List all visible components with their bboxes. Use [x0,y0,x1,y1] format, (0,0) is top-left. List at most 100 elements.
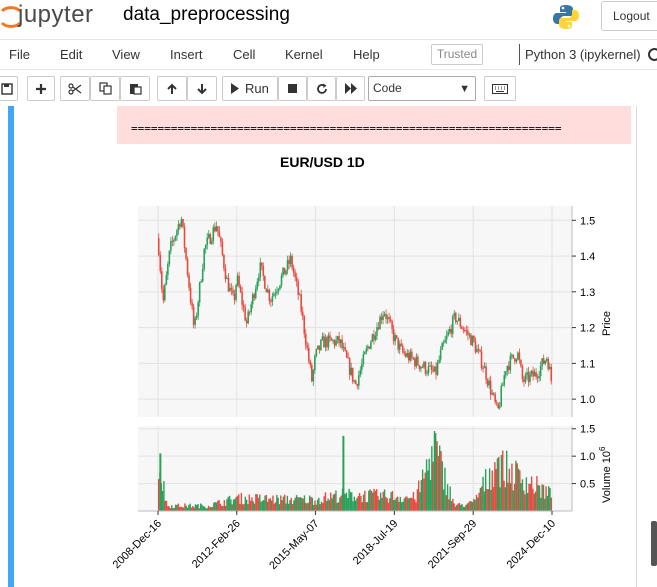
interrupt-button[interactable] [278,76,307,101]
restart-kernel-button[interactable] [307,76,336,101]
candle-body [388,317,390,320]
candle-body [165,275,168,285]
volume-bar [389,498,391,511]
stderr-output: ========================================… [117,106,631,144]
insert-cell-button[interactable] [27,76,55,101]
candle-body [304,333,307,346]
candle-body [541,358,543,366]
copy-button[interactable] [90,76,120,101]
volume-bar [523,490,525,511]
candlestick-chart: 1.0 1.1 1.2 1.3 1.4 1.5 0.5 1.0 1.5 Price Volume 1… [111,206,613,572]
volume-bar [366,502,369,511]
save-button[interactable] [0,76,18,101]
volume-bar [272,495,274,511]
candle-body [477,349,480,351]
restart-icon [316,83,327,94]
candle-body [442,342,445,344]
volume-bar [375,489,378,511]
volume-bar [373,488,375,511]
cut-button[interactable] [60,76,90,101]
volume-bar [545,486,547,511]
menu-edit[interactable]: Edit [60,47,83,62]
candle-body [227,277,230,292]
candle-body [470,334,472,346]
volume-bar [415,502,417,511]
trusted-indicator[interactable]: Trusted [431,44,483,65]
cell-type-select[interactable]: Code ▼ [368,76,476,101]
volume-bar [223,500,226,511]
candle-body [236,275,239,286]
volume-bar [499,487,501,511]
move-down-button[interactable] [187,76,217,101]
menu-help[interactable]: Help [353,47,380,62]
volume-bar [423,478,425,511]
volume-bar [243,504,245,511]
volume-bar [417,480,420,511]
selected-cell-indicator[interactable] [8,106,14,587]
run-button[interactable]: Run [222,76,278,101]
chart-title: EUR/USD 1D [280,154,365,170]
volume-spike-bar [434,433,437,511]
volume-bar [235,496,237,511]
volume-bar [530,476,533,511]
candle-body [241,292,243,305]
volume-bar [507,482,509,511]
volume-bar [164,500,166,511]
candle-body [285,270,287,275]
volume-bar [226,499,228,511]
candle-body [536,376,539,379]
volume-bar [184,503,186,511]
volume-bar [424,472,426,511]
candle-body [254,288,257,299]
candle-body [432,369,434,372]
volume-bar [400,502,403,511]
candle-body [198,282,201,303]
candle-body [185,247,187,259]
volume-bar [406,496,408,511]
volume-bar [238,494,240,511]
volume-bar [349,491,352,511]
volume-bar [440,450,442,511]
volume-bar [484,469,487,511]
candle-body [164,284,166,301]
volume-bar [307,502,310,511]
move-up-button[interactable] [157,76,187,101]
volume-bar [463,506,466,511]
command-palette-button[interactable] [484,76,516,101]
volume-bar [486,489,488,511]
candle-body [471,336,474,346]
candle-body [483,366,486,369]
candle-body [501,384,504,387]
candle-body [239,286,242,293]
candle-body [544,360,546,364]
volume-bar [365,502,367,511]
candle-body [341,339,343,349]
menu-cell[interactable]: Cell [233,47,256,62]
candle-body [494,394,496,403]
volume-bar [322,503,324,511]
kernel-name[interactable]: Python 3 (ipykernel) [525,47,641,62]
menu-file[interactable]: File [9,47,30,62]
scrollbar-thumb[interactable] [651,521,657,566]
menu-insert[interactable]: Insert [170,47,203,62]
candle-body [221,241,224,256]
jupyter-logo[interactable]: jupyter [0,1,104,32]
run-all-button[interactable] [336,76,365,101]
candle-body [251,294,254,305]
candle-body [412,357,415,359]
volume-bar [201,504,203,511]
volume-bar [488,468,491,511]
candle-body [533,372,536,377]
candle-body [444,339,446,343]
logout-button[interactable]: Logout [601,1,657,31]
candle-body [174,236,177,240]
menu-kernel[interactable]: Kernel [285,47,323,62]
candle-body [545,358,548,361]
candle-body [354,380,357,385]
price-panel-background [138,206,572,417]
candle-body [167,264,169,276]
menu-view[interactable]: View [112,47,140,62]
notebook-name[interactable]: data_preprocessing [123,4,290,25]
paste-button[interactable] [120,76,150,101]
candle-body [298,294,301,296]
